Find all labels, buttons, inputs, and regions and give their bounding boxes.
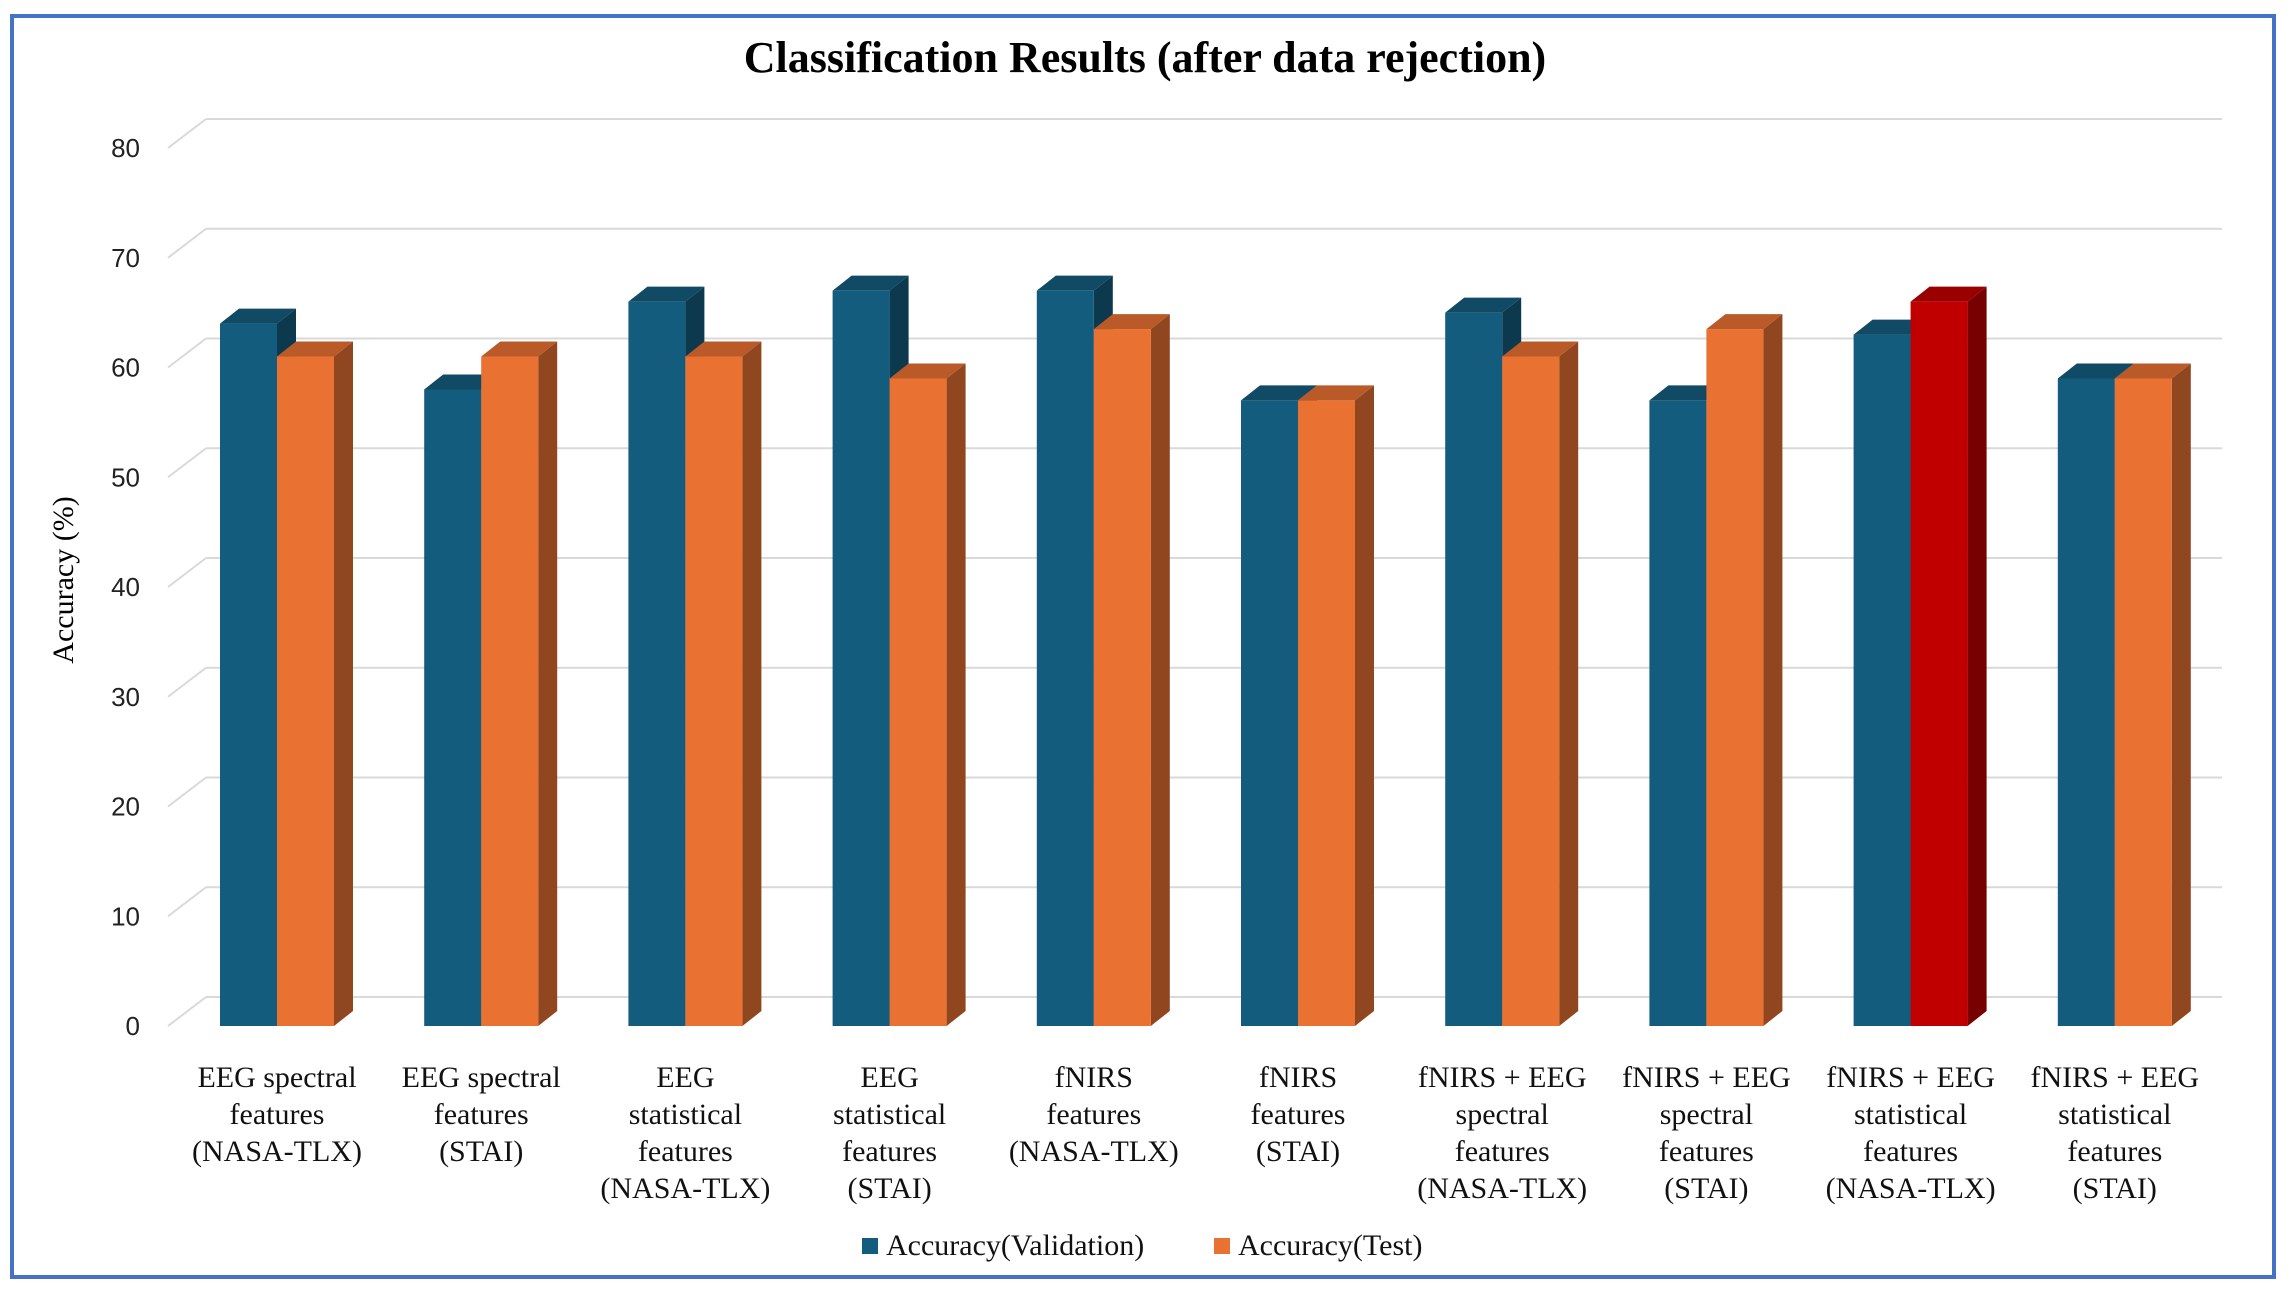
y-tick-label: 20 xyxy=(111,792,140,822)
y-tick-label: 10 xyxy=(111,901,140,931)
bar-test xyxy=(685,341,762,1026)
bar-test xyxy=(1298,385,1374,1026)
y-tick-label: 80 xyxy=(111,133,140,163)
bar-test xyxy=(277,341,353,1026)
x-category-label: fNIRS + EEG statistical features (NASA-TLX) xyxy=(1826,1061,1996,1205)
gridline xyxy=(167,227,2222,259)
x-category-label: fNIRS + EEG spectral features (NASA-TLX) xyxy=(1417,1061,1587,1205)
y-tick-label: 30 xyxy=(111,682,140,712)
legend-label: Accuracy(Validation) xyxy=(886,1229,1144,1262)
x-category-label: fNIRS + EEG statistical features (STAI) xyxy=(2031,1061,2200,1205)
bar-test xyxy=(1502,341,1579,1026)
y-tick-label: 0 xyxy=(126,1011,140,1041)
x-category-label: fNIRS features (STAI) xyxy=(1251,1061,1346,1168)
bars xyxy=(220,275,2191,1027)
y-tick-label: 40 xyxy=(111,572,140,602)
chart-title: Classification Results (after data rejec… xyxy=(744,33,1546,82)
x-category-label: fNIRS features (NASA-TLX) xyxy=(1009,1061,1179,1168)
x-category-label: EEG spectral features (NASA-TLX) xyxy=(192,1061,362,1168)
x-axis-categories: EEG spectral features (NASA-TLX) EEG spectr… xyxy=(192,1061,2199,1205)
x-category-label: EEG spectral features (STAI) xyxy=(402,1061,561,1168)
y-tick-label: 60 xyxy=(111,353,140,383)
bar-test xyxy=(1910,286,1987,1026)
legend-item: Accuracy(Test) xyxy=(1214,1229,1422,1262)
legend-swatch xyxy=(1214,1238,1230,1254)
bar-test xyxy=(481,341,558,1026)
bar-test xyxy=(1706,314,1783,1026)
legend: Accuracy(Validation) Accuracy(Test) xyxy=(862,1229,1422,1262)
x-category-label: fNIRS + EEG spectral features (STAI) xyxy=(1622,1061,1791,1205)
y-tick-label: 50 xyxy=(111,462,140,492)
gridline xyxy=(167,118,2222,149)
y-tick-label: 70 xyxy=(111,243,140,273)
legend-item: Accuracy(Validation) xyxy=(862,1229,1144,1262)
y-axis-label: Accuracy (%) xyxy=(47,496,80,663)
x-category-label: EEG statistical features (STAI) xyxy=(833,1061,946,1205)
bar-test xyxy=(889,363,966,1027)
x-category-label: EEG statistical features (NASA-TLX) xyxy=(600,1061,770,1205)
bar-test xyxy=(2114,363,2191,1027)
y-axis-ticks: 0 10 20 30 40 50 60 70 80 xyxy=(111,133,140,1041)
bar-test xyxy=(1093,314,1170,1026)
legend-swatch xyxy=(862,1238,878,1254)
legend-label: Accuracy(Test) xyxy=(1238,1229,1422,1262)
